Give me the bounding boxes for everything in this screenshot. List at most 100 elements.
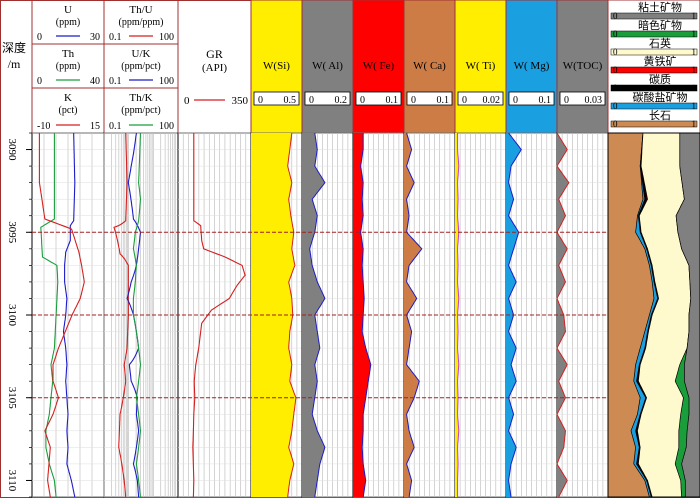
mineral-header-6 — [556, 0, 609, 134]
curve-name-t2-0: Th/U — [129, 4, 152, 16]
lith-legend-name-6: 长石 — [649, 109, 671, 122]
lith-legend-swatch-3 — [610, 66, 698, 74]
lith-band-feldspar — [608, 133, 654, 497]
mineral-scale-max-5: 0.1 — [539, 95, 552, 106]
lith-band-carbon — [635, 133, 659, 497]
scale-max-t1-2: 15 — [90, 121, 100, 132]
curve-name-t1-1: Th — [62, 48, 75, 60]
mineral-name-6: W(TOC) — [563, 60, 603, 72]
lith-boundary-6 — [675, 133, 692, 497]
lith-legend-max-3: 1 — [692, 65, 697, 75]
lithology-header — [607, 0, 700, 134]
mineral-scale-min-2: 0 — [360, 95, 365, 106]
lith-legend-min-6: 0 — [613, 119, 618, 129]
mineral-name-1: W( Al) — [312, 60, 343, 72]
mineral-scale-min-5: 0 — [513, 95, 518, 106]
mineral-header-5 — [505, 0, 558, 134]
lith-legend-max-1: 1 — [692, 29, 697, 39]
mineral-scale-max-0: 0.5 — [284, 95, 297, 106]
mineral-scale-box-2 — [355, 91, 402, 106]
lith-legend-min-2: 0 — [613, 47, 618, 57]
scale-min-t1-2: -10 — [37, 121, 50, 132]
curve-th-k — [132, 132, 142, 498]
lithology-body — [607, 132, 700, 498]
mineral-scale-box-3 — [406, 91, 453, 106]
curve-unit-t2-1: (ppm/pct) — [121, 61, 160, 72]
depth-tick-label: 3105 — [6, 387, 18, 410]
scale-max-t2-2: 100 — [159, 121, 174, 132]
mineral-scale-max-3: 0.1 — [437, 95, 450, 106]
lith-legend-min-4: 0 — [613, 83, 618, 93]
scale-min-t2-2: 0.1 — [109, 121, 122, 132]
mineral-scale-box-4 — [457, 91, 504, 106]
lith-legend-max-2: 1 — [692, 47, 697, 57]
lith-boundary-4 — [637, 132, 659, 498]
mineral-fill-2 — [353, 133, 371, 497]
scale-max-t1-0: 30 — [90, 32, 100, 43]
mineral-scale-max-6: 0.03 — [585, 95, 603, 106]
lith-legend-min-5: 0 — [613, 101, 618, 111]
mineral-scale-max-2: 0.1 — [386, 95, 399, 106]
lith-legend-swatch-5 — [610, 102, 698, 110]
lith-legend-name-1: 暗色矿物 — [638, 18, 682, 32]
mineral-scale-box-5 — [508, 91, 555, 106]
curve-name-t1-0: U — [64, 4, 72, 16]
curve-unit-t1-2: (pct) — [59, 105, 78, 116]
lith-boundary-2 — [635, 132, 659, 498]
mineral-scale-min-0: 0 — [258, 95, 263, 106]
lith-legend-name-3: 黄铁矿 — [644, 54, 677, 68]
curve-name-t2-2: Th/K — [129, 92, 152, 104]
lith-legend-swatch-2 — [610, 48, 698, 56]
gr-scale-max: 350 — [232, 95, 249, 107]
mineral-name-4: W( Ti) — [466, 60, 496, 72]
curve-unit-t2-0: (ppm/ppm) — [119, 17, 164, 28]
scale-min-t1-0: 0 — [37, 32, 42, 43]
depth-tick-label: 3100 — [6, 304, 18, 327]
lith-legend-name-4: 碳质 — [649, 72, 671, 86]
lith-band-dark — [675, 133, 691, 497]
mineral-scale-min-6: 0 — [564, 95, 569, 106]
lith-legend-swatch-0 — [610, 12, 698, 20]
depth-tick-label: 3110 — [6, 470, 18, 492]
lith-legend-max-0: 1 — [692, 11, 697, 21]
mineral-scale-min-1: 0 — [309, 95, 314, 106]
lith-legend-name-0: 粘土矿物 — [638, 0, 682, 14]
mineral-fill-5 — [506, 133, 522, 497]
mineral-scale-max-1: 0.2 — [335, 95, 348, 106]
lith-legend-name-2: 石英 — [649, 36, 671, 50]
curve-unit-t2-2: (ppm/pct) — [121, 105, 160, 116]
depth-tick-label: 3095 — [6, 221, 18, 244]
scale-max-t2-1: 100 — [159, 76, 174, 87]
curve-unit-t1-1: (ppm) — [56, 61, 80, 72]
scale-max-t2-0: 100 — [159, 32, 174, 43]
mineral-scale-box-1 — [304, 91, 351, 106]
mineral-scale-box-6 — [559, 91, 606, 106]
scale-min-t2-0: 0.1 — [109, 32, 122, 43]
mineral-scale-max-4: 0.02 — [483, 95, 501, 106]
scale-min-t2-1: 0.1 — [109, 76, 122, 87]
mineral-name-5: W( Mg) — [514, 60, 550, 72]
lith-legend-max-6: 1 — [692, 119, 697, 129]
mineral-fill-1 — [302, 133, 325, 497]
mineral-scale-min-4: 0 — [462, 95, 467, 106]
scale-min-t1-1: 0 — [37, 76, 42, 87]
lith-legend-swatch-4 — [610, 84, 698, 92]
mineral-name-2: W( Fe) — [363, 60, 395, 72]
curve-k — [38, 133, 85, 498]
mineral-header-4 — [454, 0, 507, 134]
mineral-scale-box-0 — [253, 91, 300, 106]
mineral-name-3: W( Ca) — [413, 60, 446, 72]
depth-label-2: /m — [8, 57, 21, 71]
mineral-curve-4 — [457, 133, 460, 497]
curve-name-t2-1: U/K — [132, 48, 151, 60]
lith-legend-swatch-6 — [610, 120, 698, 128]
lith-legend-name-5: 碳酸盐矿物 — [633, 90, 688, 104]
scale-max-t1-1: 40 — [90, 76, 100, 87]
curve-name-t1-2: K — [64, 92, 72, 104]
depth-label-1: 深度 — [2, 40, 26, 55]
gr-name: GR — [206, 47, 223, 61]
lith-boundary-1 — [630, 132, 655, 498]
curve-unit-t1-0: (ppm) — [56, 17, 80, 28]
mineral-scale-min-3: 0 — [411, 95, 416, 106]
